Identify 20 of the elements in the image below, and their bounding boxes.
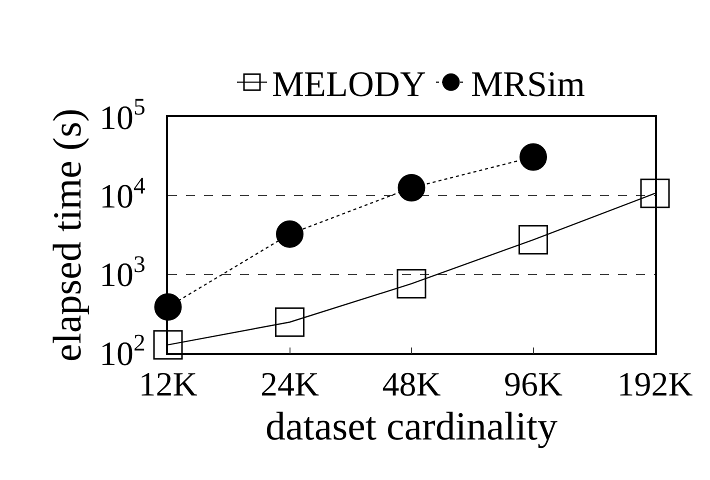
x-axis-title: dataset cardinality (265, 404, 558, 449)
point (276, 220, 304, 248)
x-tick-label: 48K (382, 366, 442, 404)
x-tick-label: 96K (504, 366, 563, 404)
y-tick-label: 10$^{5}$ (100, 94, 146, 137)
point (398, 174, 426, 202)
x-tick-label: 24K (260, 366, 320, 404)
point (518, 225, 548, 255)
y-axis-title: elapsed time (s) (44, 108, 90, 362)
legend-label: MRSim (470, 64, 586, 104)
point (153, 330, 183, 360)
point (520, 143, 547, 171)
y-tick-label: 10$^{3}$ (100, 252, 146, 294)
point (396, 268, 426, 298)
point (640, 178, 670, 208)
legend-label: MELODY (272, 64, 426, 104)
y-tick-label: 10$^{4}$ (100, 173, 146, 216)
point (275, 307, 304, 337)
x-tick-label: 192K (617, 366, 694, 404)
point (154, 293, 182, 321)
